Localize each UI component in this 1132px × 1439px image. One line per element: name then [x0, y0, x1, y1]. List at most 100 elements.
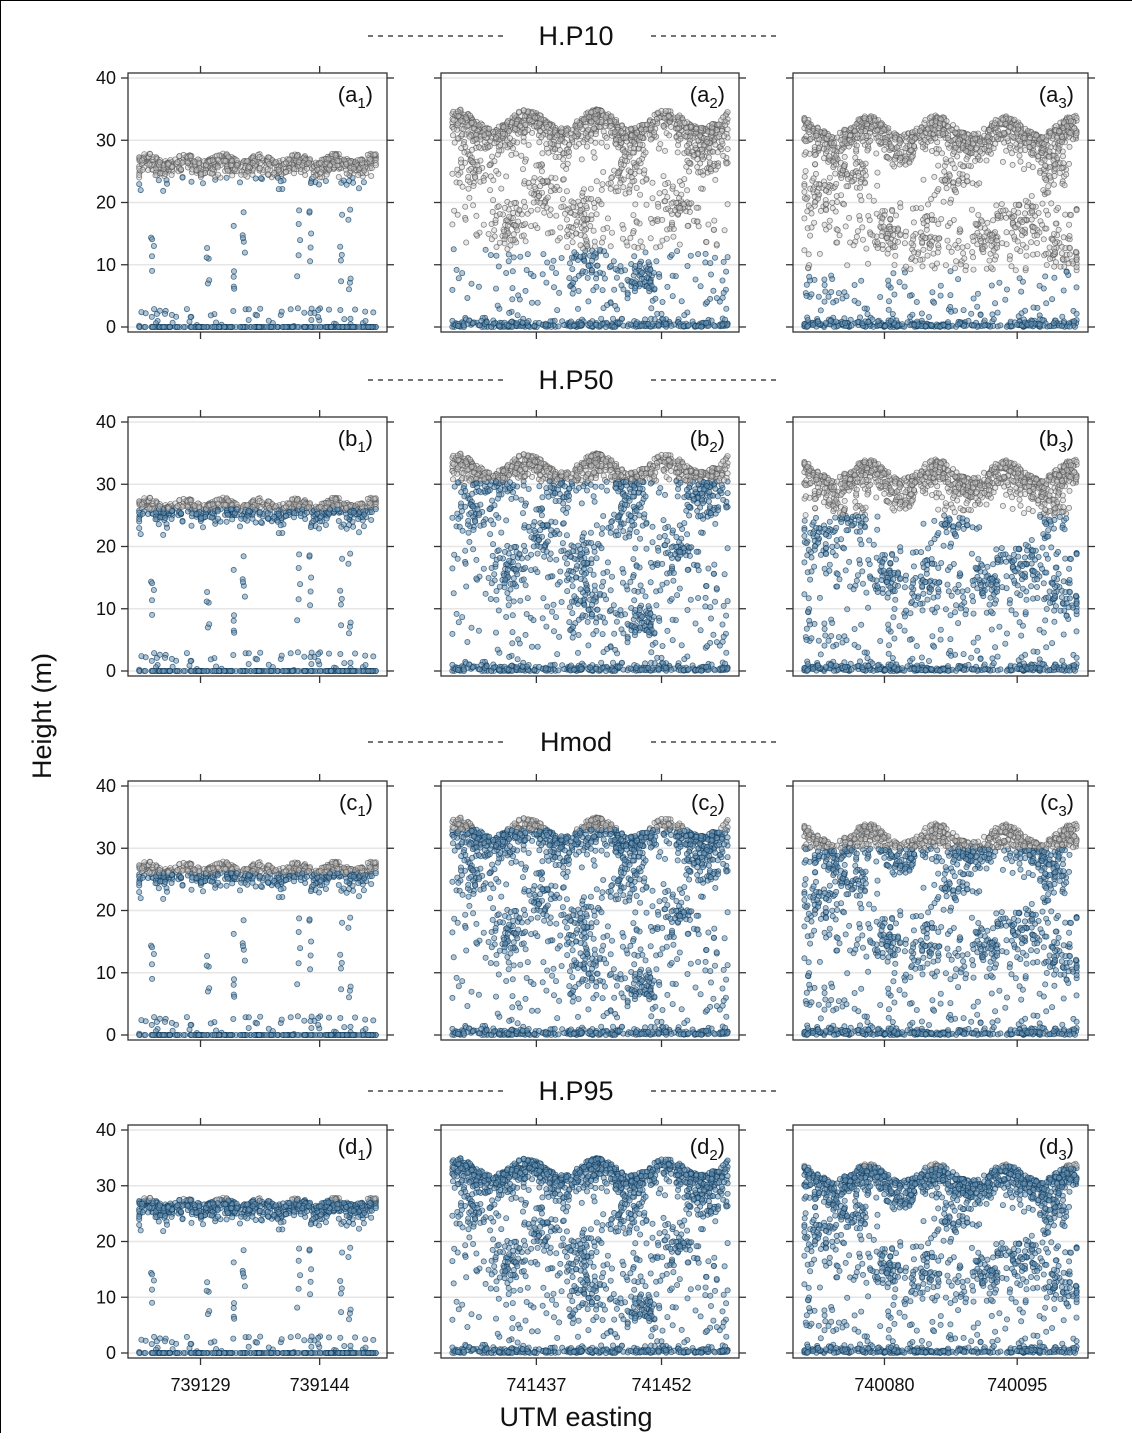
point-below-threshold [323, 178, 328, 183]
point-below-threshold [309, 317, 314, 322]
point-below-threshold [518, 254, 523, 259]
point-below-threshold [570, 267, 575, 272]
point-above-threshold [661, 123, 666, 128]
point-above-threshold [984, 158, 989, 163]
point-above-threshold [939, 216, 944, 221]
point-below-threshold [525, 252, 530, 257]
point-above-threshold [1048, 131, 1053, 136]
point-above-threshold [163, 171, 168, 176]
point-below-threshold [708, 272, 713, 277]
point-below-threshold [665, 284, 670, 289]
point-above-threshold [807, 130, 812, 135]
point-above-threshold [537, 121, 542, 126]
point-above-threshold [1035, 233, 1040, 238]
point-below-threshold [990, 312, 995, 317]
point-above-threshold [892, 262, 897, 267]
point-below-threshold [541, 252, 546, 257]
point-above-threshold [706, 155, 711, 160]
point-above-threshold [970, 250, 975, 255]
point-above-threshold [228, 163, 233, 168]
point-below-threshold [495, 303, 500, 308]
point-above-threshold [502, 241, 507, 246]
point-above-threshold [463, 204, 468, 209]
point-above-threshold [1064, 123, 1069, 128]
point-below-threshold [476, 284, 481, 289]
point-above-threshold [1030, 151, 1035, 156]
point-above-threshold [935, 250, 940, 255]
point-above-threshold [546, 150, 551, 155]
point-above-threshold [561, 177, 566, 182]
point-below-threshold [703, 251, 708, 256]
point-above-threshold [811, 187, 816, 192]
point-above-threshold [1031, 204, 1036, 209]
point-below-threshold [556, 324, 561, 329]
point-above-threshold [1040, 201, 1045, 206]
point-above-threshold [940, 131, 945, 136]
point-above-threshold [925, 253, 930, 258]
point-below-threshold [572, 250, 577, 255]
point-above-threshold [992, 257, 997, 262]
point-above-threshold [971, 255, 976, 260]
point-below-threshold [557, 290, 562, 295]
point-below-threshold [150, 268, 155, 273]
point-below-threshold [344, 324, 349, 329]
point-above-threshold [691, 152, 696, 157]
point-above-threshold [953, 259, 958, 264]
point-below-threshold [975, 304, 980, 309]
point-above-threshold [623, 135, 628, 140]
point-above-threshold [265, 167, 270, 172]
point-below-threshold [257, 324, 262, 329]
point-below-threshold [997, 280, 1002, 285]
point-below-threshold [326, 307, 331, 312]
point-below-threshold [150, 237, 155, 242]
point-above-threshold [631, 213, 636, 218]
point-below-threshold [822, 277, 827, 282]
point-below-threshold [656, 323, 661, 328]
point-above-threshold [824, 201, 829, 206]
point-above-threshold [554, 213, 559, 218]
point-below-threshold [652, 317, 657, 322]
point-below-threshold [510, 269, 515, 274]
point-above-threshold [469, 166, 474, 171]
point-above-threshold [893, 253, 898, 258]
point-above-threshold [518, 123, 523, 128]
point-above-threshold [978, 239, 983, 244]
point-above-threshold [544, 142, 549, 147]
point-above-threshold [608, 123, 613, 128]
point-below-threshold [862, 306, 867, 311]
point-above-threshold [920, 145, 925, 150]
point-above-threshold [943, 157, 948, 162]
point-above-threshold [650, 180, 655, 185]
point-above-threshold [844, 184, 849, 189]
point-above-threshold [591, 150, 596, 155]
point-above-threshold [952, 266, 957, 271]
point-below-threshold [167, 324, 172, 329]
point-above-threshold [1052, 264, 1057, 269]
point-above-threshold [956, 238, 961, 243]
point-above-threshold [450, 222, 455, 227]
point-above-threshold [817, 251, 822, 256]
point-below-threshold [348, 207, 353, 212]
point-below-threshold [515, 313, 520, 318]
point-below-threshold [511, 255, 516, 260]
point-above-threshold [924, 227, 929, 232]
point-above-threshold [678, 206, 683, 211]
point-above-threshold [177, 154, 182, 159]
point-above-threshold [209, 171, 214, 176]
point-above-threshold [688, 134, 693, 139]
point-above-threshold [1046, 184, 1051, 189]
point-above-threshold [554, 184, 559, 189]
point-above-threshold [847, 215, 852, 220]
point-above-threshold [685, 223, 690, 228]
point-below-threshold [149, 254, 154, 259]
point-above-threshold [597, 125, 602, 130]
point-above-threshold [464, 240, 469, 245]
point-above-threshold [521, 233, 526, 238]
point-above-threshold [883, 140, 888, 145]
point-below-threshold [157, 308, 162, 313]
point-below-threshold [725, 255, 730, 260]
point-below-threshold [308, 324, 313, 329]
point-above-threshold [669, 124, 674, 129]
point-below-threshold [138, 188, 143, 193]
